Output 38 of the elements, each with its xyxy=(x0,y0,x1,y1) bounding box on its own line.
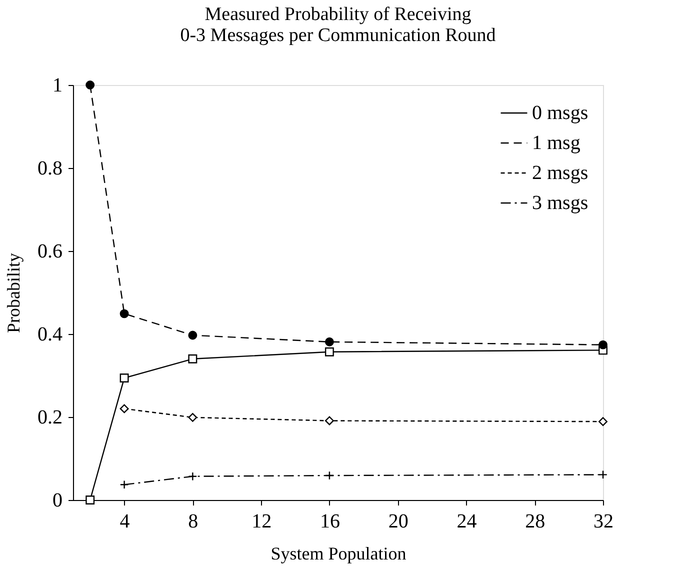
x-tick-label: 16 xyxy=(320,510,340,532)
point xyxy=(86,496,95,504)
legend-label: 1 msg xyxy=(532,132,580,154)
y-tick-label: 0.8 xyxy=(38,158,62,180)
point xyxy=(120,404,129,414)
chart-title: Measured Probability of Receiving 0-3 Messages per Communication Round xyxy=(180,4,496,46)
x-tick-label: 24 xyxy=(456,510,477,532)
point xyxy=(598,470,608,480)
point xyxy=(188,354,198,364)
y-tick-label: 1 xyxy=(52,74,62,96)
point xyxy=(120,309,129,318)
point xyxy=(188,412,198,422)
point xyxy=(120,374,129,382)
legend-label: 2 msgs xyxy=(532,162,588,184)
point xyxy=(188,472,198,481)
y-tick-label: 0.4 xyxy=(38,324,62,346)
point xyxy=(188,330,198,340)
y-tick-label: 0 xyxy=(52,490,62,512)
x-tick-label: 20 xyxy=(388,510,408,532)
legend-label: 0 msgs xyxy=(532,102,588,124)
point xyxy=(598,417,608,426)
legend-label: 3 msgs xyxy=(532,192,588,214)
point xyxy=(324,337,334,346)
y-axis-title: Probability xyxy=(4,253,24,333)
x-tick-label: 4 xyxy=(120,510,130,532)
y-tick-label: 0.6 xyxy=(38,240,62,262)
x-axis-title: System Population xyxy=(270,544,406,564)
point xyxy=(86,80,95,90)
x-tick-label: 28 xyxy=(525,510,546,532)
point xyxy=(120,480,129,490)
point xyxy=(324,416,334,426)
y-tick-label: 0.2 xyxy=(38,406,62,428)
x-tick-label: 12 xyxy=(252,510,272,532)
x-tick-label: 32 xyxy=(594,510,614,532)
point xyxy=(324,347,334,356)
point xyxy=(324,471,334,480)
x-tick-label: 8 xyxy=(188,510,198,532)
point xyxy=(598,340,608,350)
